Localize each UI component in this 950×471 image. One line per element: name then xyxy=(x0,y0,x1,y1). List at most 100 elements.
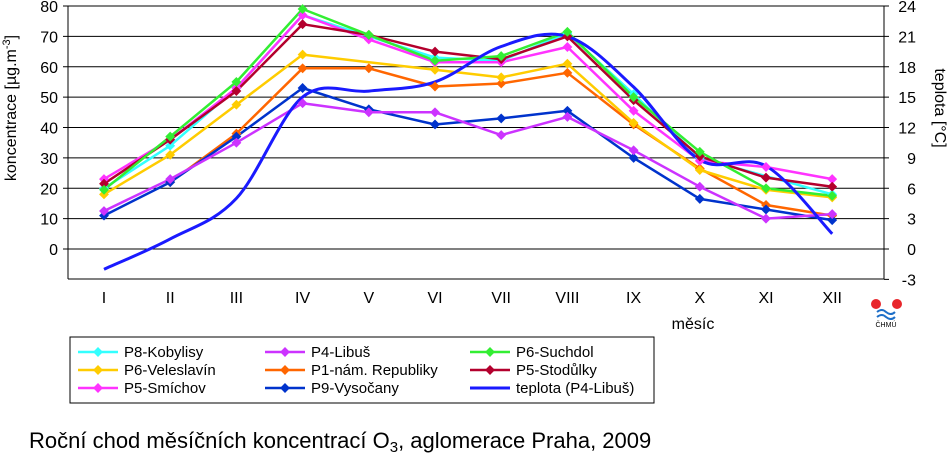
data-point-p6-veleslavin xyxy=(231,99,242,110)
legend-item-p6-suchdol: P6-Suchdol xyxy=(470,344,594,361)
series-line-p5-smichov xyxy=(103,13,833,181)
x-tick-label: XII xyxy=(822,290,842,307)
data-point-p6-suchdol xyxy=(761,183,771,194)
x-tick-label: VIII xyxy=(555,290,579,307)
logo-right-circle xyxy=(892,299,902,309)
y2-tick-label: 21 xyxy=(898,29,916,46)
series-line-p1-nam-republiky xyxy=(169,67,833,217)
y-axis-title: koncentrace [µg.m-3] xyxy=(1,35,20,181)
y-tick-label: 80 xyxy=(40,0,58,16)
y2-tick-label: 12 xyxy=(898,121,916,138)
y-tick-label: 40 xyxy=(40,121,58,138)
x-tick-label: XI xyxy=(758,290,773,307)
legend-label: P8-Kobylisy xyxy=(124,344,204,361)
series-lines xyxy=(103,7,834,271)
y-tick-label: 70 xyxy=(40,29,58,46)
y2-tick-label: 3 xyxy=(907,212,916,229)
legend-box xyxy=(69,336,655,404)
data-point-p6-suchdol xyxy=(165,131,176,142)
series-line-p6-suchdol xyxy=(103,7,833,198)
x-tick-label: V xyxy=(363,290,374,307)
data-point-p6-veleslavin xyxy=(496,72,507,83)
y2-tick-label: 18 xyxy=(898,60,916,77)
data-point-p5-stodulky xyxy=(99,178,109,189)
y-axis-title-close: ] xyxy=(3,35,20,39)
data-point-p6-suchdol xyxy=(430,55,440,66)
legend-item-p9-vysocany: P9-Vysočany xyxy=(265,380,399,397)
x-tick-label: IV xyxy=(295,290,310,307)
series-line-p4-libus xyxy=(103,101,833,220)
data-point-p4-libus xyxy=(496,130,507,141)
series-markers xyxy=(99,4,838,226)
y2-tick-label: -3 xyxy=(902,272,916,289)
data-point-p4-libus xyxy=(430,107,440,118)
x-axis-title: měsíc xyxy=(672,316,715,333)
chart-caption: Roční chod měsíčních koncentrací O3, agl… xyxy=(29,428,651,456)
data-point-p4-libus xyxy=(99,206,109,216)
y-axis-title-main: koncentrace [µg.m xyxy=(3,49,20,181)
legend-label: P6-Veleslavín xyxy=(124,362,216,379)
y-tick-label: 0 xyxy=(49,242,58,259)
y-tick-label: 60 xyxy=(40,60,58,77)
series-line-teplota-p4-libus xyxy=(103,32,834,271)
data-point-p6-suchdol xyxy=(99,184,109,195)
logo-wave-top xyxy=(876,309,896,315)
y2-tick-label: 0 xyxy=(907,242,916,259)
legend-item-p5-stodulky: P5-Stodůlky xyxy=(470,362,597,379)
data-point-p6-veleslavin xyxy=(165,149,176,160)
left-axis-ticks: 0 10 20 30 40 50 60 70 80 xyxy=(40,0,68,259)
logo-text: ČHMÚ xyxy=(876,320,897,329)
x-tick-label: III xyxy=(230,290,243,307)
data-point-p6-suchdol xyxy=(694,146,705,157)
data-point-p5-stodulky xyxy=(430,46,440,57)
x-tick-label: X xyxy=(694,290,705,307)
x-tick-label: VI xyxy=(427,290,442,307)
legend-marker xyxy=(280,365,290,375)
data-point-p6-suchdol xyxy=(231,76,242,87)
series-line-p9-vysocany xyxy=(103,86,833,222)
legend-label: P5-Stodůlky xyxy=(516,362,597,379)
legend-item-teplota-p4-libus: teplota (P4-Libuš) xyxy=(470,380,634,397)
x-axis-ticks: I II III IV V VI VII VIII IX X XI XII xyxy=(102,290,842,307)
data-point-p4-libus xyxy=(761,213,771,224)
data-point-p8-kobylisy xyxy=(165,140,176,151)
x-tick-label: II xyxy=(166,290,175,307)
legend: P8-Kobylisy P4-Libuš P6-Suchdol P6-Veleslav… xyxy=(69,336,655,404)
x-tick-label: VII xyxy=(491,290,511,307)
data-point-p4-libus xyxy=(165,174,176,185)
y2-tick-label: 9 xyxy=(907,151,916,168)
legend-label: P9-Vysočany xyxy=(311,380,399,397)
y-tick-label: 20 xyxy=(40,181,58,198)
data-point-p4-libus xyxy=(628,145,639,156)
logo-wave-bottom xyxy=(876,314,896,320)
x-tick-label: I xyxy=(102,290,106,307)
plot-frame xyxy=(67,6,885,280)
data-point-p5-stodulky xyxy=(827,181,838,192)
legend-label: teplota (P4-Libuš) xyxy=(516,380,634,397)
logo-left-circle xyxy=(871,299,881,309)
right-axis-ticks: -3 0 3 6 9 12 15 18 21 24 xyxy=(884,0,916,289)
y2-tick-label: 6 xyxy=(907,181,916,198)
data-point-p4-libus xyxy=(562,111,573,122)
data-point-p5-stodulky xyxy=(761,172,771,183)
legend-label: P4-Libuš xyxy=(311,344,370,361)
y-tick-label: 30 xyxy=(40,151,58,168)
data-point-p9-vysocany xyxy=(496,113,507,124)
data-point-p9-vysocany xyxy=(297,83,308,93)
series-line-p6-veleslavin xyxy=(103,53,833,199)
legend-item-p4-libus: P4-Libuš xyxy=(265,344,370,361)
legend-marker xyxy=(485,347,495,357)
legend-label: P6-Suchdol xyxy=(516,344,594,361)
data-point-p6-veleslavin xyxy=(430,64,440,75)
legend-marker xyxy=(485,365,495,375)
y2-tick-label: 15 xyxy=(898,90,916,107)
legend-items: P8-Kobylisy P4-Libuš P6-Suchdol P6-Veleslav… xyxy=(78,344,634,397)
legend-item-p1-nam-republiky: P1-nám. Republiky xyxy=(265,362,438,379)
y-tick-label: 50 xyxy=(40,90,58,107)
data-point-p4-libus xyxy=(363,107,374,118)
y2-tick-label: 24 xyxy=(898,0,916,16)
legend-marker xyxy=(280,347,290,357)
data-point-p5-smichov xyxy=(297,10,308,21)
data-point-p9-vysocany xyxy=(694,193,705,204)
